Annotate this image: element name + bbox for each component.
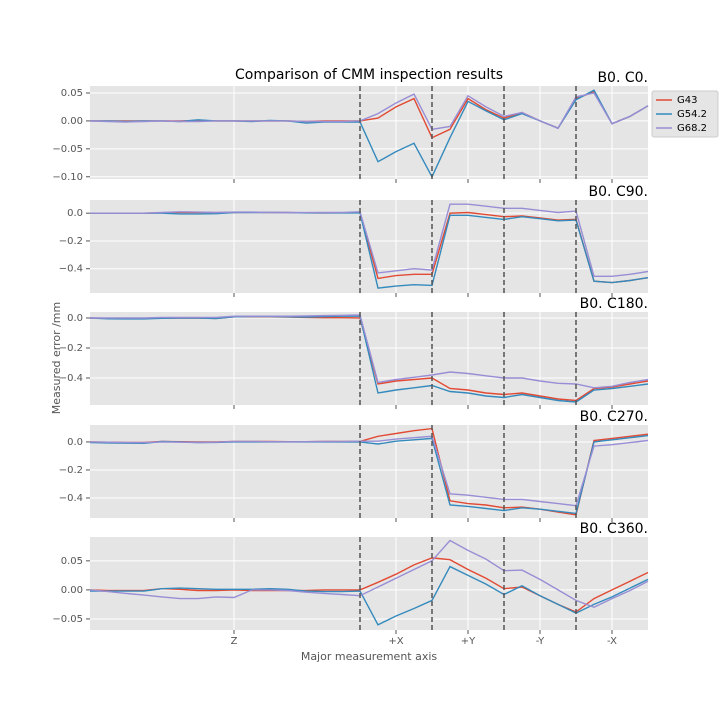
y-tick-label: −0.2	[59, 236, 83, 247]
y-tick-label: 0.00	[61, 116, 83, 127]
y-tick-label: 0.0	[67, 437, 83, 448]
series-line	[90, 314, 649, 389]
plot-area	[90, 312, 648, 405]
y-tick-label: −0.4	[59, 493, 83, 504]
series-line	[89, 92, 649, 131]
y-tick-label: −0.05	[52, 614, 83, 625]
y-tick-label: −0.05	[52, 144, 83, 155]
plot-area	[90, 537, 648, 630]
x-tick-label: -Y	[536, 636, 545, 647]
y-tick-label: 0.00	[61, 585, 83, 596]
y-tick-label: −0.2	[59, 465, 83, 476]
series-line	[90, 211, 649, 289]
panel-title: B0. C90.	[589, 184, 648, 200]
panel-title: B0. C0.	[597, 70, 648, 86]
figure-title: Comparison of CMM inspection results	[235, 67, 503, 83]
x-axis-label: Major measurement axis	[301, 650, 438, 663]
panel-title: B0. C360.	[580, 521, 648, 537]
plot-area	[90, 425, 648, 518]
y-tick-label: 0.0	[67, 313, 83, 324]
series-line	[89, 539, 649, 609]
panel-title: B0. C180.	[580, 296, 648, 312]
y-tick-label: −0.4	[59, 373, 83, 384]
y-tick-label: 0.05	[61, 556, 83, 567]
x-tick-label: -X	[607, 636, 617, 647]
series-line	[89, 435, 649, 507]
series-line	[90, 565, 649, 626]
y-tick-label: −0.2	[59, 343, 83, 354]
y-tick-label: 0.05	[61, 88, 83, 99]
legend-label: G43	[677, 95, 697, 106]
legend-label: G54.2	[677, 109, 707, 120]
legend-label: G68.2	[677, 123, 707, 134]
x-tick-label: Z	[231, 636, 238, 647]
plot-area	[90, 86, 648, 179]
series-line	[90, 203, 649, 277]
x-tick-label: +X	[388, 636, 403, 647]
y-tick-label: −0.10	[52, 172, 83, 183]
y-tick-label: 0.0	[67, 208, 83, 219]
legend-box	[651, 90, 719, 138]
panel-title: B0. C270.	[580, 409, 648, 425]
y-axis-label: Measured error /mm	[50, 302, 63, 415]
x-tick-label: +Y	[461, 636, 476, 647]
y-tick-label: −0.4	[59, 264, 83, 275]
